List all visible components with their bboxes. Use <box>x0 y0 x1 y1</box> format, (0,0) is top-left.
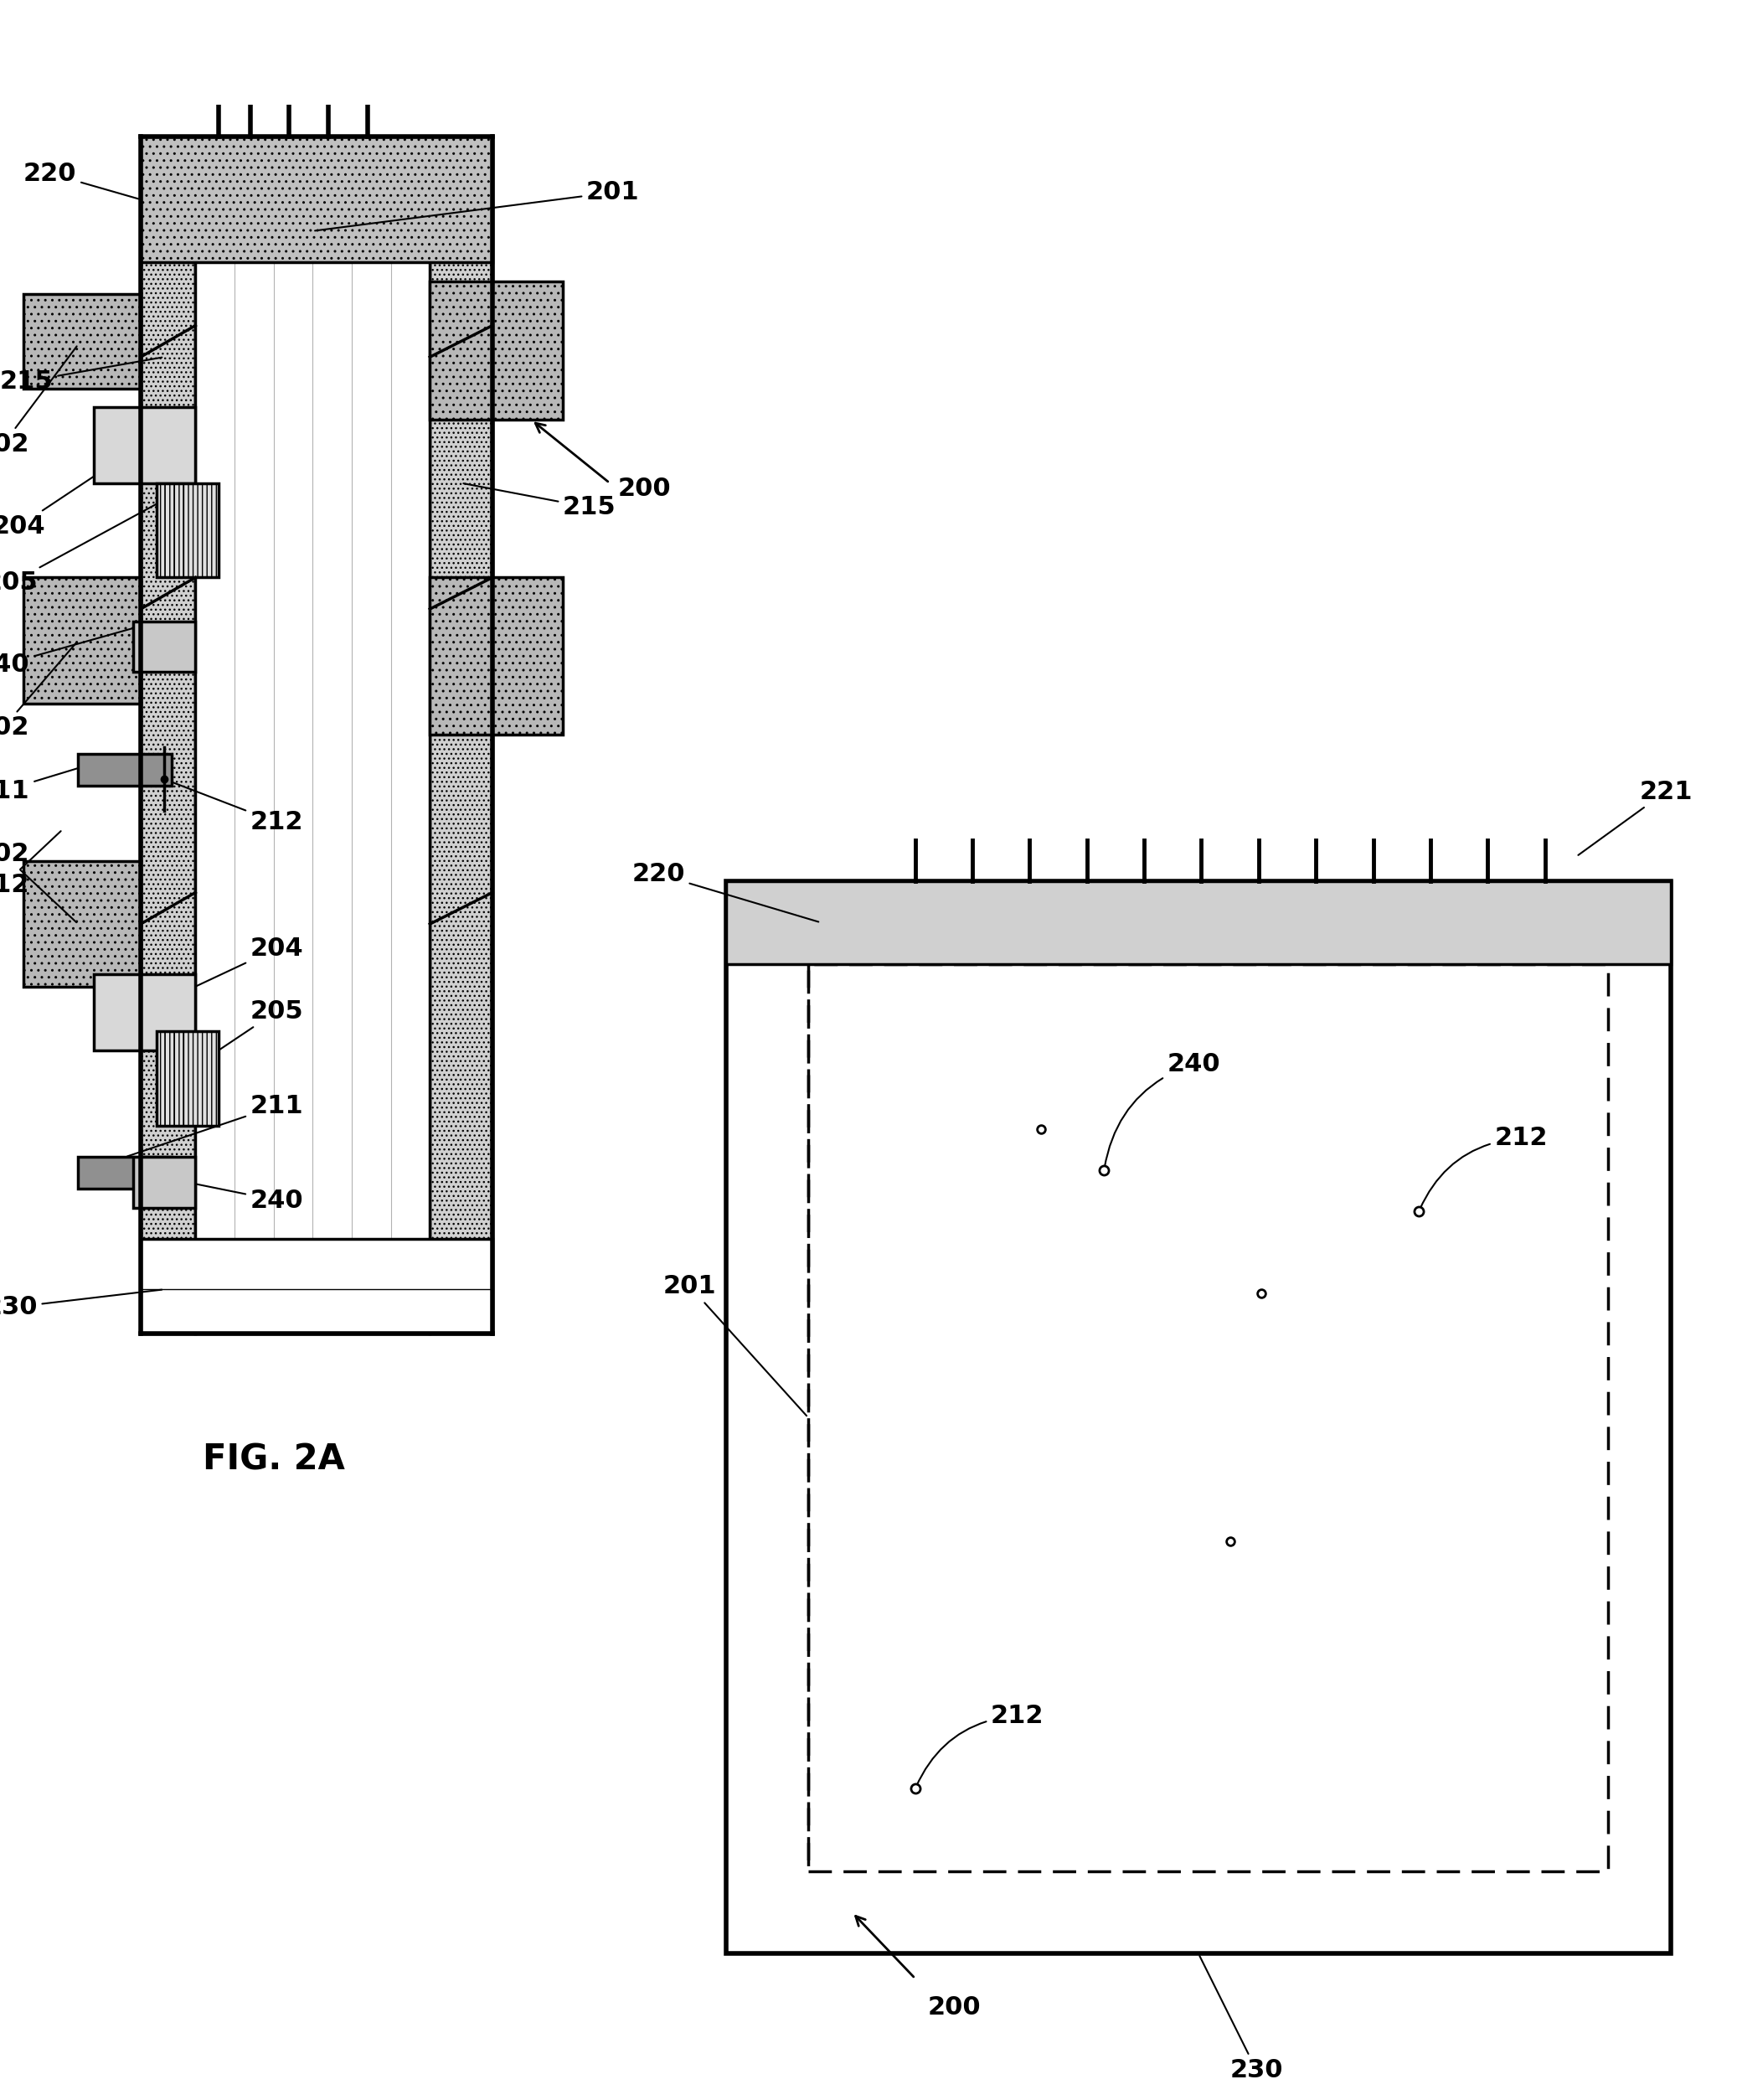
Polygon shape <box>134 1157 196 1208</box>
Text: 240: 240 <box>158 1176 304 1212</box>
Polygon shape <box>431 578 563 735</box>
Polygon shape <box>196 137 431 1334</box>
Text: 212: 212 <box>0 832 61 897</box>
Polygon shape <box>78 754 172 785</box>
Polygon shape <box>726 882 1671 1953</box>
Polygon shape <box>134 622 196 672</box>
Text: 221: 221 <box>1579 779 1692 855</box>
Polygon shape <box>94 974 196 1050</box>
Polygon shape <box>141 137 196 1334</box>
Text: 215: 215 <box>0 357 162 393</box>
Text: 220: 220 <box>24 162 139 200</box>
Text: 205: 205 <box>0 498 170 594</box>
Polygon shape <box>24 294 141 388</box>
Polygon shape <box>156 483 219 578</box>
Text: 220: 220 <box>632 861 818 922</box>
Text: 204: 204 <box>0 447 139 538</box>
Text: 205: 205 <box>174 1000 304 1079</box>
Text: 211: 211 <box>0 754 123 802</box>
Polygon shape <box>24 578 141 704</box>
Text: 240: 240 <box>0 622 155 676</box>
Text: 230: 230 <box>1200 1955 1284 2083</box>
Text: 202: 202 <box>0 643 76 739</box>
Text: 201: 201 <box>664 1275 806 1415</box>
Text: 200: 200 <box>618 477 670 500</box>
Polygon shape <box>431 137 493 1334</box>
Polygon shape <box>141 1239 493 1334</box>
Text: 240: 240 <box>1105 1052 1221 1168</box>
Text: 212: 212 <box>1419 1126 1548 1210</box>
Text: 212: 212 <box>915 1703 1044 1787</box>
Polygon shape <box>141 137 493 262</box>
Text: 204: 204 <box>142 937 304 1012</box>
Text: 212: 212 <box>167 779 304 834</box>
Text: 200: 200 <box>928 1995 981 2020</box>
Text: 230: 230 <box>0 1289 162 1319</box>
Polygon shape <box>94 407 196 483</box>
Polygon shape <box>156 1031 219 1126</box>
Text: 202: 202 <box>0 347 76 456</box>
Text: 202: 202 <box>0 842 76 922</box>
Text: 215: 215 <box>464 483 617 519</box>
Polygon shape <box>78 1157 172 1189</box>
Polygon shape <box>726 882 1671 964</box>
Polygon shape <box>431 281 563 420</box>
Polygon shape <box>24 861 141 987</box>
Text: 201: 201 <box>314 181 639 231</box>
Text: 211: 211 <box>127 1094 304 1157</box>
Text: FIG. 2A: FIG. 2A <box>203 1443 344 1476</box>
Polygon shape <box>141 137 493 1334</box>
